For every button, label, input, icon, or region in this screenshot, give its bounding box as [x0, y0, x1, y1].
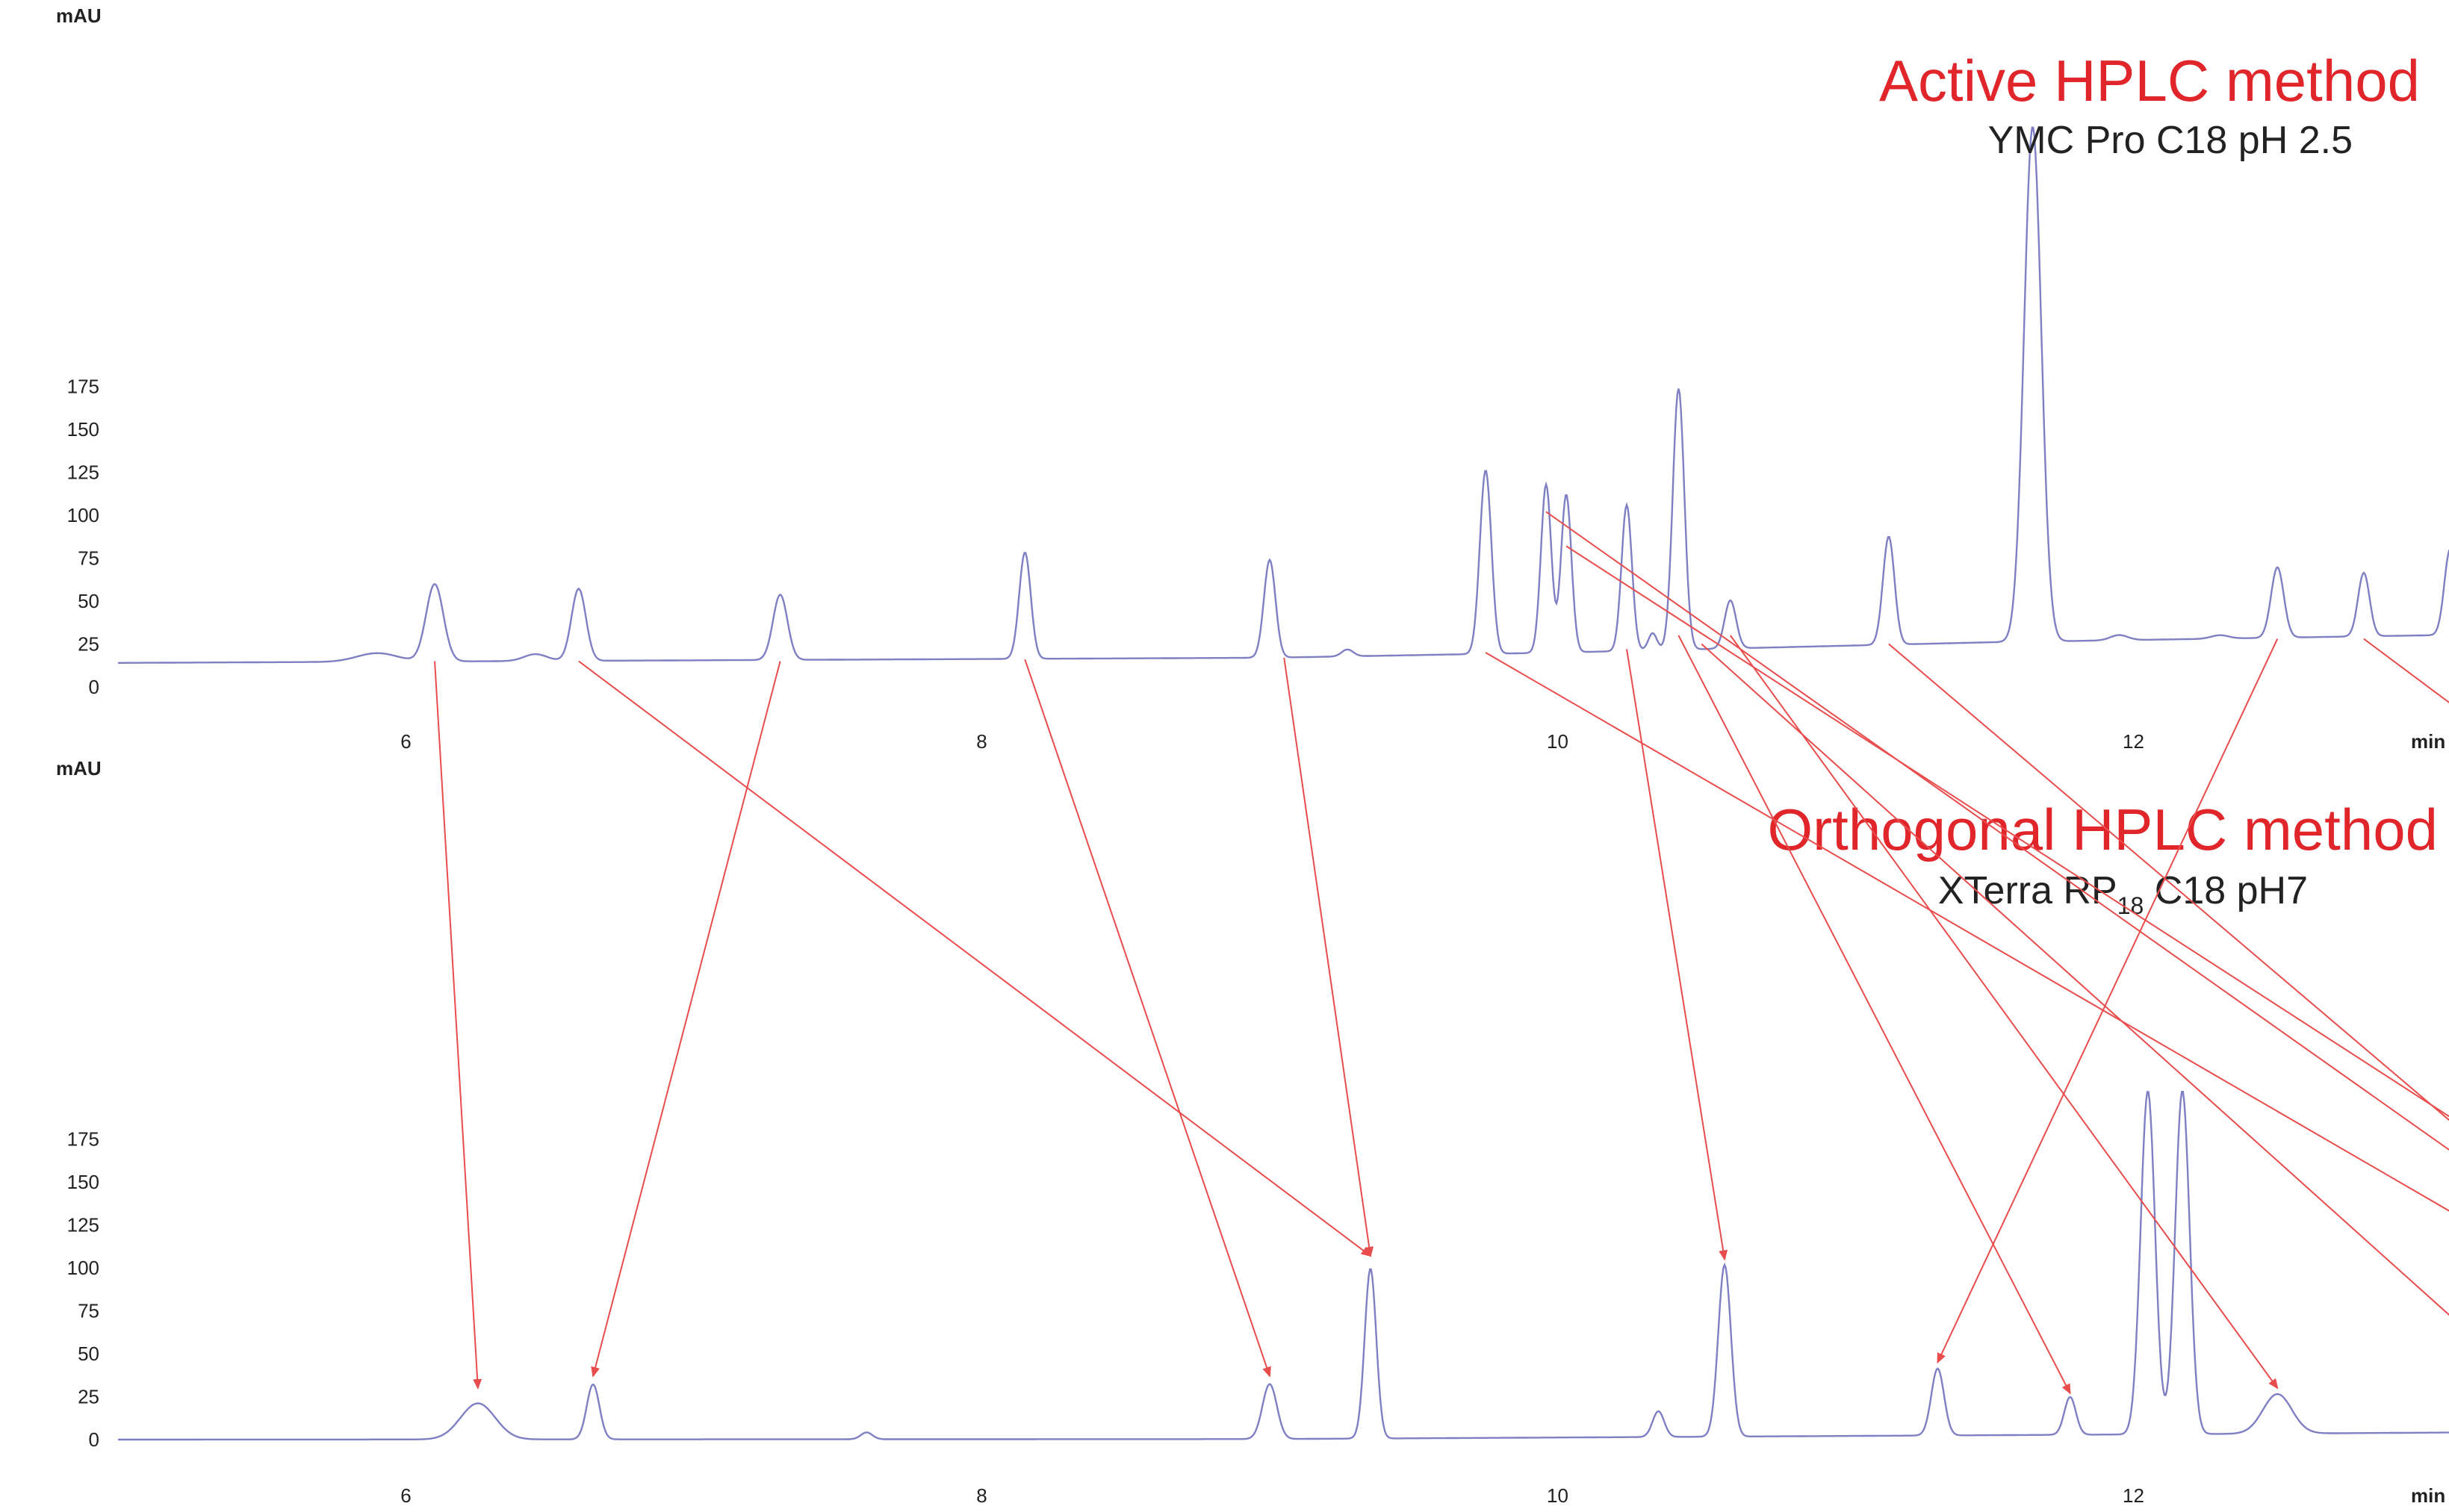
top-chromatogram-trace — [118, 126, 2449, 664]
peak-mapping-arrow — [578, 660, 1372, 1257]
y-tick-label: 0 — [89, 676, 99, 698]
peak-mapping-arrow — [1729, 635, 2279, 1390]
y-tick-label: 25 — [78, 1386, 99, 1408]
bottom-method-subtitle: XTerra RP18 C18 pH7 — [1938, 869, 2308, 919]
y-tick-label: 150 — [67, 1171, 99, 1193]
subtitle-part-subscript: 18 — [2117, 892, 2144, 919]
y-tick-label: 175 — [67, 376, 99, 398]
x-tick-label: 10 — [1547, 730, 1568, 753]
y-tick-label: 0 — [89, 1428, 99, 1451]
subtitle-part-rest: C18 pH7 — [2144, 869, 2308, 912]
top-method-subtitle: YMC Pro C18 pH 2.5 — [1988, 119, 2353, 162]
y-tick-label: 100 — [67, 504, 99, 526]
y-tick-label: 75 — [78, 1300, 99, 1322]
y-tick-label: 75 — [78, 547, 99, 570]
bottom-x-unit-label: min — [2411, 1484, 2445, 1507]
top-y-unit-label: mAU — [56, 4, 102, 27]
bottom-y-unit-label: mAU — [56, 757, 102, 780]
x-tick-label: 6 — [400, 730, 411, 753]
x-tick-label: 12 — [2123, 1484, 2144, 1507]
peak-mapping-arrow — [1701, 643, 2449, 1316]
bottom-x-axis-ticks: 68101214161820 — [400, 1484, 2144, 1507]
peak-mapping-arrow — [1283, 657, 1374, 1257]
top-y-axis-ticks: 0 25 50 75 100 125 150 175 — [67, 376, 99, 699]
y-tick-label: 25 — [78, 633, 99, 656]
bottom-chromatogram-trace — [118, 1091, 2449, 1441]
y-tick-label: 100 — [67, 1257, 99, 1279]
x-tick-label: 6 — [400, 1484, 411, 1507]
peak-mapping-arrow — [1677, 635, 2071, 1395]
y-tick-label: 175 — [67, 1128, 99, 1151]
y-tick-label: 50 — [78, 590, 99, 612]
subtitle-part-main: XTerra RP — [1938, 869, 2117, 912]
top-x-axis-ticks: 68101214161820 — [400, 730, 2144, 753]
y-tick-label: 50 — [78, 1343, 99, 1365]
peak-mapping-arrow — [1626, 649, 1728, 1261]
top-x-unit-label: min — [2411, 730, 2445, 753]
peak-mapping-arrow — [1888, 643, 2449, 1121]
bottom-y-axis-ticks: 0 25 50 75 100 125 150 175 — [67, 1128, 99, 1452]
peak-mapping-arrow — [1565, 545, 2449, 1118]
y-tick-label: 150 — [67, 418, 99, 441]
y-tick-label: 125 — [67, 461, 99, 484]
peak-mapping-arrow — [1545, 511, 2449, 1151]
peak-mapping-arrow — [434, 661, 482, 1390]
top-method-title: Active HPLC method — [1879, 48, 2420, 113]
x-tick-label: 8 — [976, 730, 987, 753]
peak-mapping-arrow — [1937, 638, 2279, 1364]
x-tick-label: 8 — [976, 1484, 987, 1507]
x-tick-label: 10 — [1547, 1484, 1568, 1507]
x-tick-label: 12 — [2123, 730, 2144, 753]
peak-mapping-arrows — [434, 511, 2449, 1395]
bottom-method-title: Orthogonal HPLC method — [1768, 797, 2439, 862]
peak-mapping-arrow — [1024, 659, 1271, 1378]
peak-mapping-arrow — [591, 661, 781, 1378]
peak-mapping-arrow — [1485, 652, 2449, 1212]
y-tick-label: 125 — [67, 1214, 99, 1236]
